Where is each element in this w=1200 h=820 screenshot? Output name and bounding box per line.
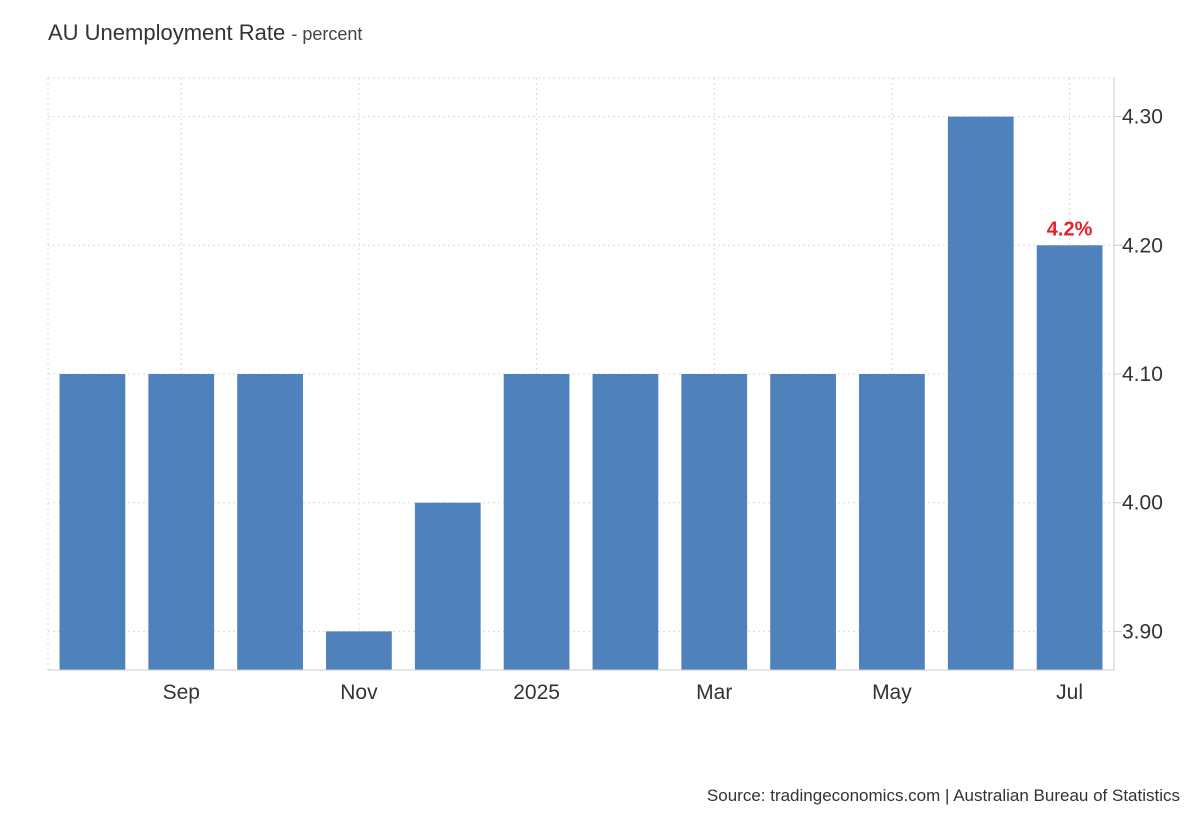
x-tick-label: Jul <box>1056 681 1083 704</box>
chart-title-text: AU Unemployment Rate <box>48 20 286 45</box>
bar <box>947 116 1014 670</box>
chart-title: AU Unemployment Rate - percent <box>48 20 362 46</box>
y-tick-label: 4.10 <box>1122 363 1163 386</box>
bar <box>237 374 303 670</box>
bar <box>59 374 126 670</box>
y-tick-label: 4.20 <box>1122 234 1163 257</box>
bar <box>592 374 659 670</box>
axes <box>48 78 1122 671</box>
x-tick-label: 2025 <box>513 681 560 704</box>
latest-value-label: 4.2% <box>1047 218 1093 240</box>
y-tick-label: 4.00 <box>1122 492 1163 515</box>
bar <box>326 631 392 670</box>
y-tick-label: 3.90 <box>1122 620 1163 643</box>
x-tick-label: Sep <box>163 681 200 704</box>
source-note: Source: tradingeconomics.com | Australia… <box>706 786 1180 805</box>
x-tick-label: Mar <box>696 681 732 704</box>
tick-labels: 3.90 4.00 4.10 4.20 4.30 Sep Nov 2025 Mar May Jul 4… <box>163 106 1163 704</box>
bar <box>1036 245 1103 670</box>
bars <box>59 116 1103 670</box>
bar <box>503 374 570 670</box>
bar <box>859 374 925 670</box>
x-tick-label: May <box>872 681 912 704</box>
bar <box>414 502 481 670</box>
y-tick-label: 4.30 <box>1122 106 1163 129</box>
bar <box>681 374 748 670</box>
x-tick-label: Nov <box>340 681 378 704</box>
chart-subtitle: - percent <box>291 24 363 44</box>
bar <box>770 374 836 670</box>
bar <box>148 374 215 670</box>
